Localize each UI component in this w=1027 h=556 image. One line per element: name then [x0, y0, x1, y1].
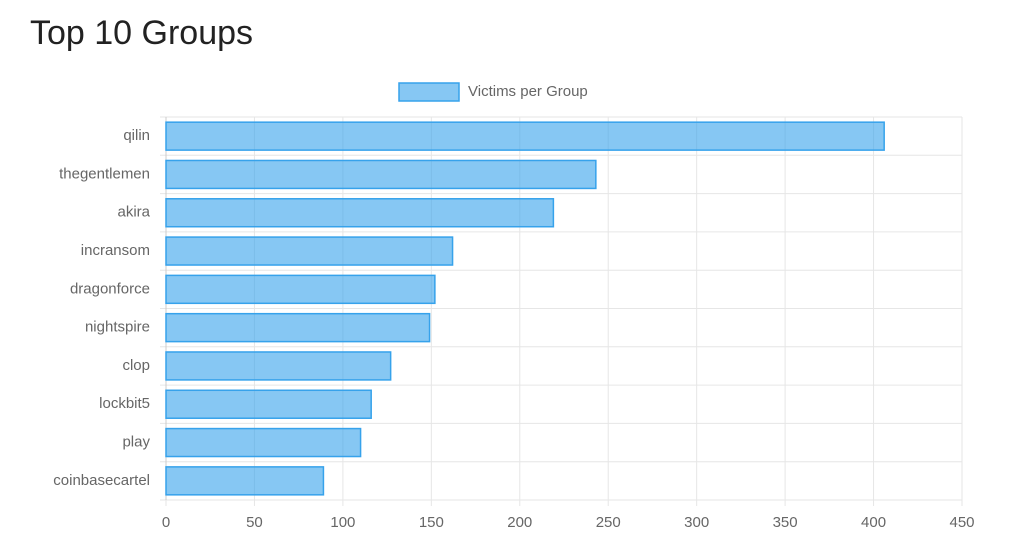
y-tick-label: thegentlemen — [59, 165, 150, 182]
x-tick-label: 450 — [949, 514, 974, 531]
x-tick-label: 350 — [773, 514, 798, 531]
bar — [165, 427, 362, 458]
bar — [165, 312, 431, 343]
x-tick-label: 200 — [507, 514, 532, 531]
bar — [165, 121, 885, 151]
bar — [165, 198, 555, 228]
x-tick-label: 50 — [246, 514, 263, 531]
y-tick-label: akira — [117, 204, 150, 221]
legend-swatch — [398, 82, 460, 102]
bar — [165, 351, 392, 381]
bar — [165, 274, 436, 305]
y-tick-label: nightspire — [85, 319, 150, 336]
x-tick-label: 100 — [330, 514, 355, 531]
chart-title: Top 10 Groups — [30, 14, 254, 52]
y-tick-label: clop — [122, 357, 150, 374]
x-tick-label: 400 — [861, 514, 886, 531]
legend-label: Victims per Group — [468, 83, 588, 100]
y-tick-label: dragonforce — [70, 280, 150, 297]
x-tick-label: 300 — [684, 514, 709, 531]
y-tick-label: incransom — [81, 242, 150, 259]
bar — [165, 389, 372, 419]
bar — [165, 466, 325, 496]
y-tick-label: qilin — [123, 127, 150, 144]
x-tick-label: 150 — [419, 514, 444, 531]
y-tick-label: play — [122, 434, 150, 451]
y-tick-label: lockbit5 — [99, 395, 150, 412]
x-tick-label: 0 — [162, 514, 170, 531]
y-tick-label: coinbasecartel — [53, 472, 150, 489]
bar — [165, 236, 454, 266]
bar — [165, 159, 597, 190]
x-tick-label: 250 — [596, 514, 621, 531]
